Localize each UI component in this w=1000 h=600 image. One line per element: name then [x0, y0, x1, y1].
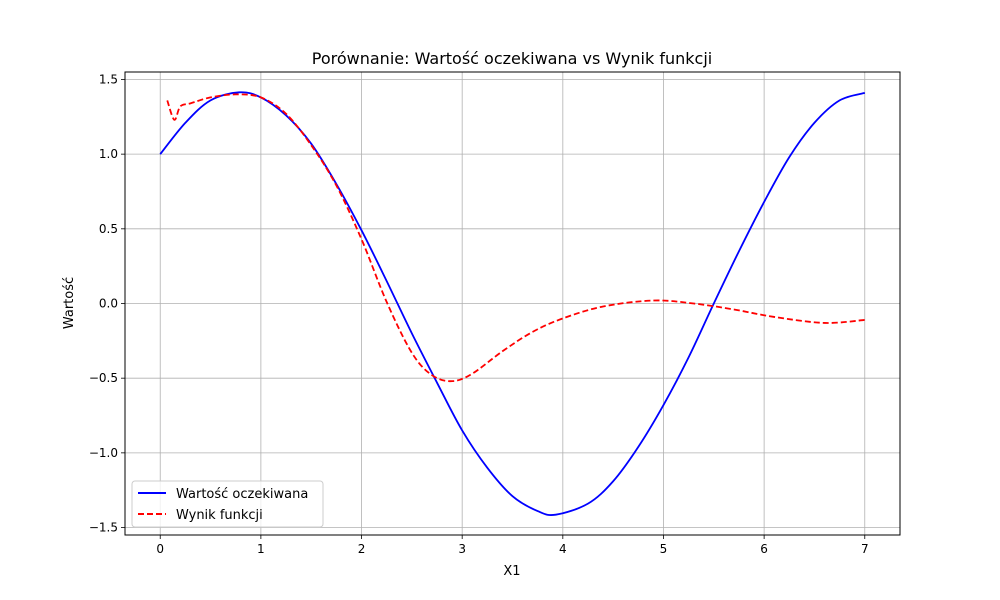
y-tick-label: −0.5: [89, 371, 118, 385]
chart-title: Porównanie: Wartość oczekiwana vs Wynik …: [312, 49, 712, 68]
series-line-wynik-funkcji: [166, 93, 865, 383]
x-axis-label: X1: [503, 564, 520, 579]
x-tick-label: 5: [660, 542, 668, 556]
legend: Wartość oczekiwana Wynik funkcji: [131, 480, 324, 528]
x-tick-label: 2: [358, 542, 366, 556]
x-tick-label: 0: [156, 542, 164, 556]
x-tick-label: 6: [760, 542, 768, 556]
x-tick-label: 1: [257, 542, 265, 556]
legend-box: [131, 480, 324, 528]
series-line-wartosc-oczekiwana: [159, 91, 866, 516]
legend-label-wartosc-oczekiwana: Wartość oczekiwana: [176, 487, 308, 502]
y-tick-label: 1.0: [99, 147, 118, 161]
y-tick-label: 0.0: [99, 297, 118, 311]
y-axis-label: Wartość: [62, 277, 77, 329]
y-tick-label: 0.5: [99, 222, 118, 236]
y-tick-label: −1.0: [89, 446, 118, 460]
x-tick-label: 3: [458, 542, 466, 556]
legend-label-wynik-funkcji: Wynik funkcji: [176, 508, 263, 523]
grid-layer: [125, 72, 900, 535]
tick-layer: 0 1 2 3 4 5 6 7 −1.5 −1.0 −0.5 0.0 0.5 1.0 1.5: [89, 72, 869, 556]
series-layer: [159, 91, 866, 516]
x-tick-label: 7: [861, 542, 869, 556]
y-tick-label: −1.5: [89, 521, 118, 535]
y-tick-label: 1.5: [99, 72, 118, 86]
x-tick-label: 4: [559, 542, 567, 556]
